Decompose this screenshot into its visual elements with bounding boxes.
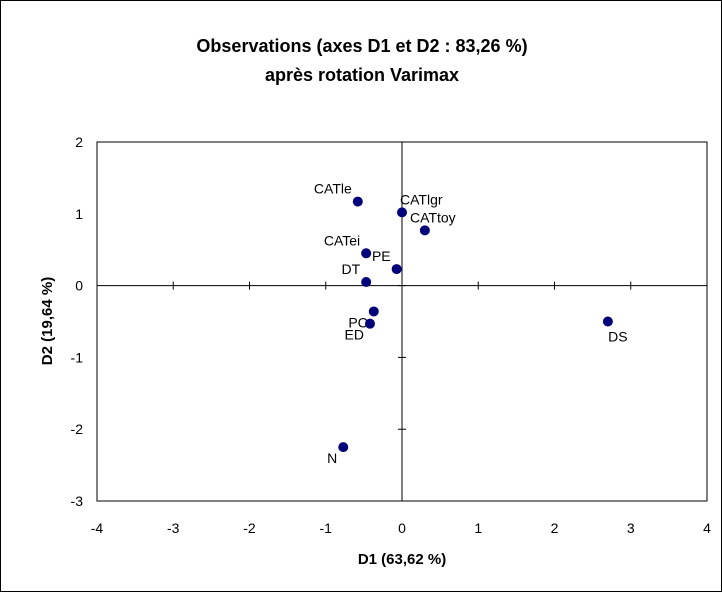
point-label: DS	[608, 329, 627, 345]
data-point	[352, 196, 363, 207]
x-tick-label: 2	[551, 520, 559, 536]
x-tick-label: 3	[627, 520, 635, 536]
data-point	[368, 306, 379, 317]
y-tick-label: 2	[75, 134, 83, 150]
point-label: ED	[345, 327, 364, 343]
chart-title-line-2: après rotation Varimax	[265, 65, 459, 85]
x-tick-label: 0	[398, 520, 406, 536]
x-tick-label: -4	[91, 520, 104, 536]
y-tick-label: -3	[71, 493, 84, 509]
point-label: DT	[341, 261, 360, 277]
y-tick-label: -1	[71, 349, 84, 365]
chart-title-line-1: Observations (axes D1 et D2 : 83,26 %)	[196, 36, 527, 56]
x-tick-label: -3	[167, 520, 180, 536]
data-point	[338, 442, 349, 453]
point-label: CATlgr	[400, 191, 443, 207]
data-point	[419, 225, 430, 236]
data-point	[361, 277, 372, 288]
x-tick-label: 1	[474, 520, 482, 536]
point-label: PC	[348, 314, 367, 330]
x-tick-label: -1	[320, 520, 333, 536]
x-tick-label: -2	[243, 520, 256, 536]
x-tick-label: 4	[703, 520, 711, 536]
x-axis-title: D1 (63,62 %)	[358, 551, 446, 568]
point-label: PE	[372, 248, 391, 264]
data-point	[361, 248, 372, 259]
data-point	[364, 318, 375, 329]
point-label: CATle	[314, 181, 352, 197]
point-label: CATei	[324, 232, 360, 248]
y-tick-label: 1	[75, 206, 83, 222]
y-tick-label: 0	[75, 278, 83, 294]
data-point	[391, 264, 402, 275]
y-axis-title: D2 (19,64 %)	[39, 277, 56, 365]
point-label: N	[327, 450, 337, 466]
data-point	[397, 207, 407, 218]
y-tick-label: -2	[71, 421, 84, 437]
ticks-layer: -4 -3 -2 -1 0 1 2 3 4 2 1 0 -1 -2 -3	[71, 134, 712, 536]
data-point	[602, 316, 613, 327]
point-label: CATtoy	[410, 209, 456, 225]
